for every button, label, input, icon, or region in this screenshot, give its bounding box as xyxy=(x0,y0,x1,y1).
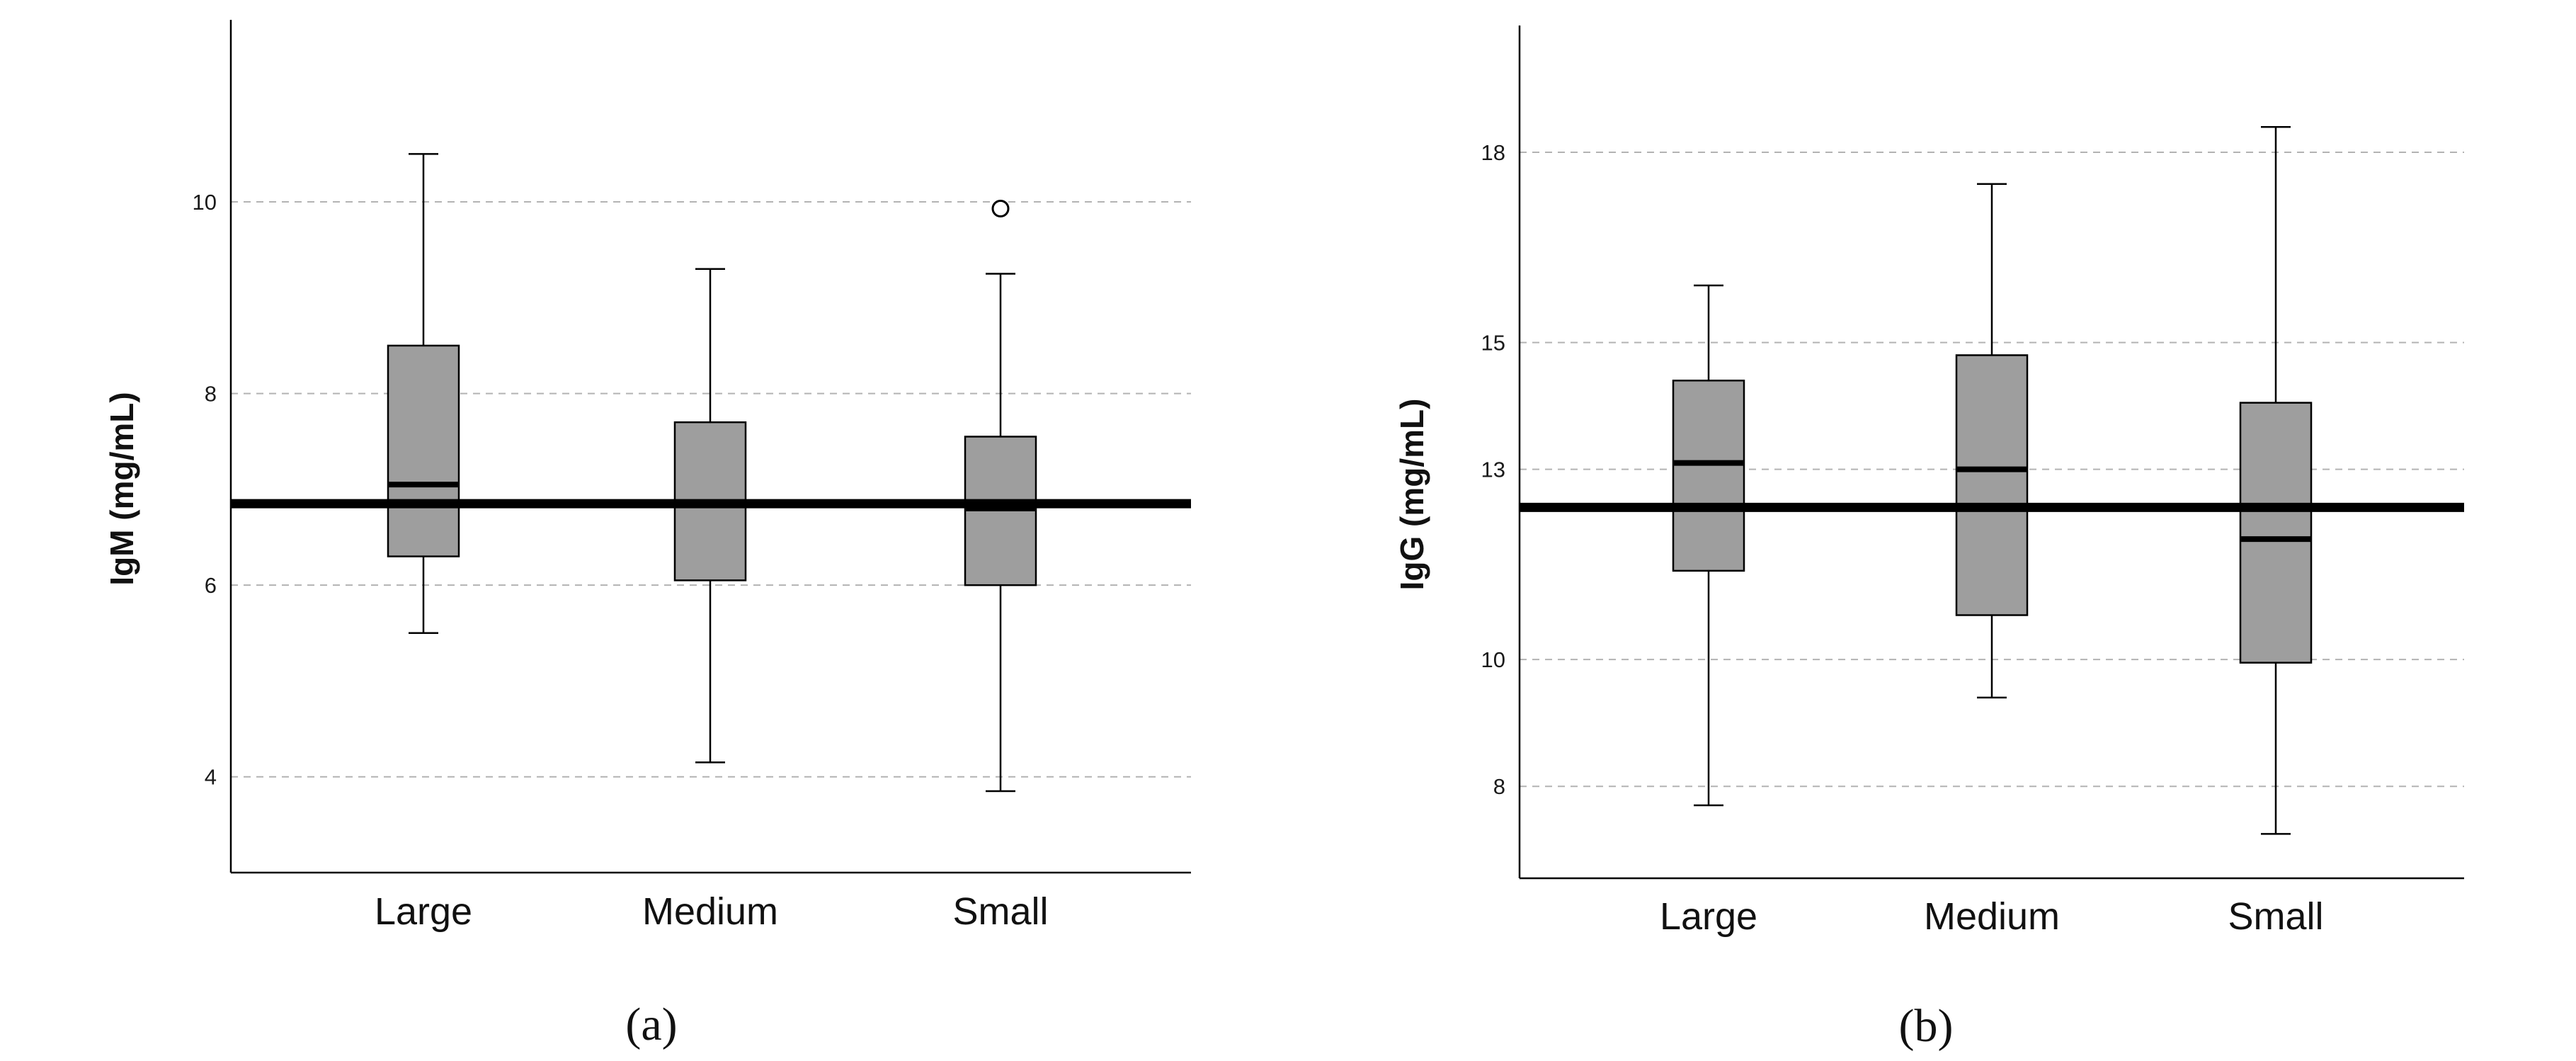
x-category-label: Large xyxy=(1660,895,1757,938)
y-tick-label: 10 xyxy=(193,190,217,215)
panel-caption: (a) xyxy=(625,999,677,1050)
y-tick-label: 8 xyxy=(205,382,217,407)
x-category-label: Large xyxy=(375,890,472,933)
x-category-label: Small xyxy=(2228,895,2323,938)
x-category-label: Medium xyxy=(642,890,778,933)
y-tick-label: 8 xyxy=(1493,774,1505,799)
box-small xyxy=(964,273,1037,793)
y-tick-label: 18 xyxy=(1481,140,1505,165)
y-tick-label: 13 xyxy=(1481,458,1505,482)
iqr-box xyxy=(1955,354,2029,616)
y-axis-title: IgG (mg/mL) xyxy=(1394,399,1430,591)
box-medium xyxy=(1955,183,2029,699)
iqr-box xyxy=(387,344,460,557)
y-axis-title: IgM (mg/mL) xyxy=(103,392,140,585)
y-tick-label: 4 xyxy=(205,765,217,790)
panel-caption: (b) xyxy=(1899,1000,1954,1052)
y-tick-label: 10 xyxy=(1481,647,1505,672)
box-small xyxy=(2239,125,2313,835)
x-category-label: Medium xyxy=(1924,895,2060,938)
x-category-label: Small xyxy=(952,890,1048,933)
box-large xyxy=(387,153,460,635)
panel-b: 8 10 13 15 18 Large Medium Small IgG (mg/mL) (b) xyxy=(1394,25,2464,1052)
iqr-box xyxy=(1672,380,1745,572)
y-tick-label: 15 xyxy=(1481,331,1505,356)
box-large xyxy=(1672,284,1745,807)
y-tick-label: 6 xyxy=(205,573,217,598)
panel-a: 4 6 8 10 Large Medium Small IgM (mg/mL) (a) xyxy=(103,20,1191,1050)
iqr-box xyxy=(2239,402,2313,664)
box-medium xyxy=(673,268,747,764)
outlier-point xyxy=(991,200,1010,218)
